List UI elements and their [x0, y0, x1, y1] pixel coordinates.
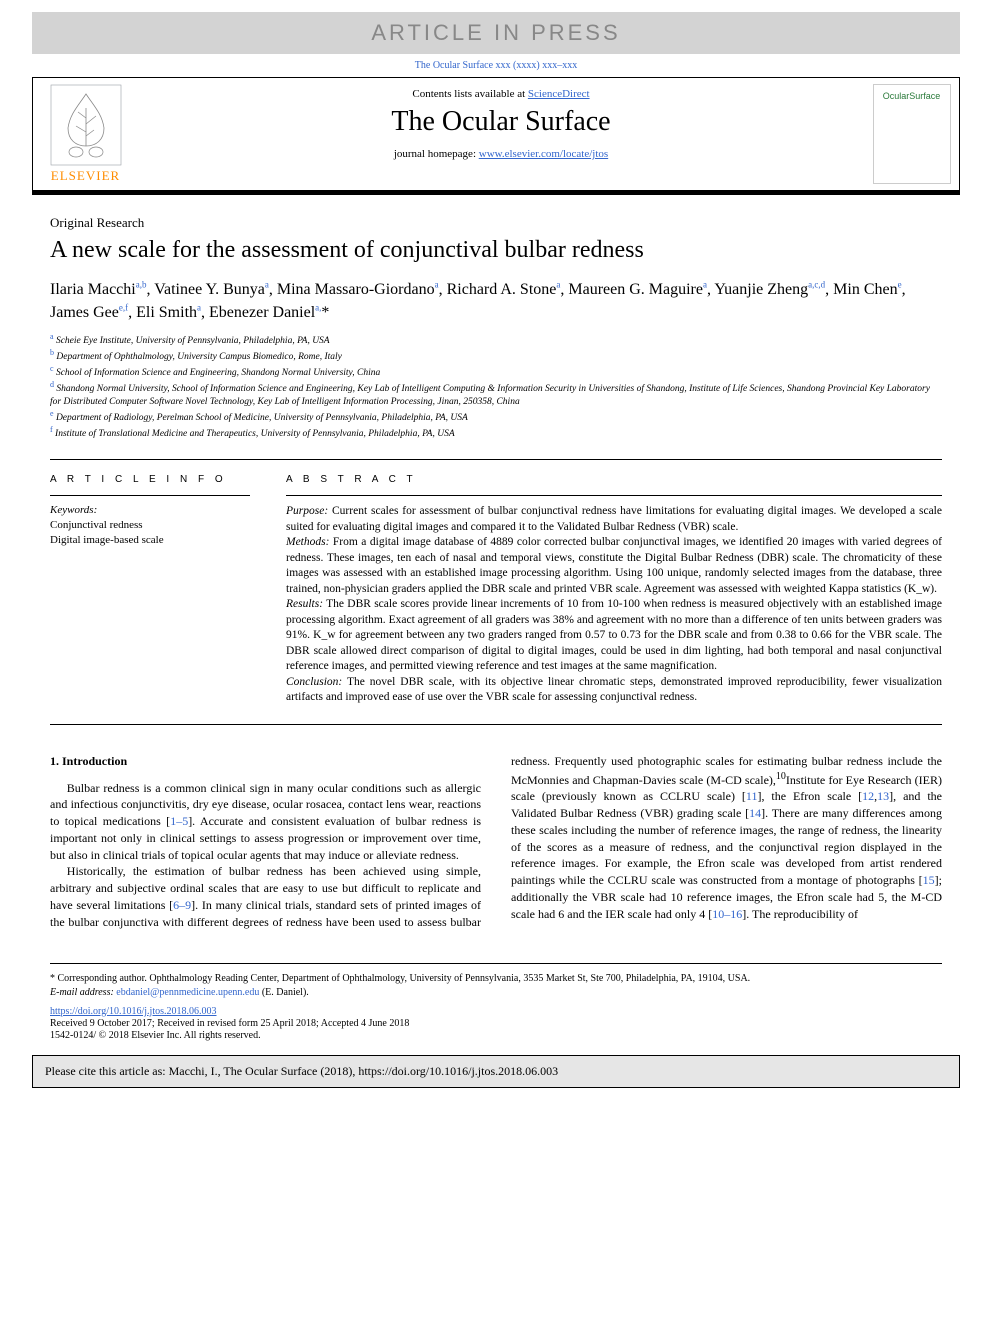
affiliation-item: b Department of Ophthalmology, Universit…	[50, 348, 942, 364]
reference-link[interactable]: 6–9	[173, 898, 191, 912]
doi-line: https://doi.org/10.1016/j.jtos.2018.06.0…	[50, 1006, 942, 1017]
email-label: E-mail address:	[50, 987, 116, 998]
reference-link[interactable]: 14	[749, 806, 761, 820]
email-address[interactable]: ebdaniel@pennmedicine.upenn.edu	[116, 987, 259, 998]
reference-sup: 10	[776, 771, 786, 782]
header-center: Contents lists available at ScienceDirec…	[138, 78, 864, 190]
abstract-divider	[286, 495, 942, 496]
abstract-results-label: Results:	[286, 598, 323, 610]
abstract-conclusion: The novel DBR scale, with its objective …	[286, 676, 942, 704]
contents-line: Contents lists available at ScienceDirec…	[138, 88, 864, 100]
journal-title: The Ocular Surface	[138, 106, 864, 138]
cover-label: OcularSurface	[883, 91, 941, 101]
affiliation-item: d Shandong Normal University, School of …	[50, 380, 942, 409]
reference-link[interactable]: 11	[746, 789, 758, 803]
elsevier-label: ELSEVIER	[51, 168, 120, 184]
abstract-purpose-label: Purpose:	[286, 505, 328, 517]
abstract-heading: A B S T R A C T	[286, 474, 942, 485]
intro-paragraph-1: Bulbar redness is a common clinical sign…	[50, 780, 481, 864]
reference-link[interactable]: 12	[862, 789, 874, 803]
article-type: Original Research	[50, 215, 942, 231]
divider	[50, 724, 942, 725]
copyright-line: 1542-0124/ © 2018 Elsevier Inc. All righ…	[50, 1030, 942, 1041]
introduction-heading: 1. Introduction	[50, 753, 481, 770]
email-line: E-mail address: ebdaniel@pennmedicine.up…	[50, 986, 942, 1000]
affiliation-item: f Institute of Translational Medicine an…	[50, 425, 942, 441]
keyword-item: Conjunctival redness	[50, 518, 250, 533]
intro-text: ]. The reproducibility of	[742, 907, 858, 921]
abstract-purpose: Current scales for assessment of bulbar …	[286, 505, 942, 533]
journal-header: ELSEVIER Contents lists available at Sci…	[32, 77, 960, 195]
affiliation-list: a Scheie Eye Institute, University of Pe…	[50, 332, 942, 441]
divider	[50, 459, 942, 460]
abstract-column: A B S T R A C T Purpose: Current scales …	[286, 474, 942, 706]
info-divider	[50, 495, 250, 496]
contents-prefix: Contents lists available at	[412, 88, 527, 100]
journal-homepage: journal homepage: www.elsevier.com/locat…	[138, 148, 864, 160]
doi-link[interactable]: https://doi.org/10.1016/j.jtos.2018.06.0…	[50, 1006, 217, 1017]
abstract-results: The DBR scale scores provide linear incr…	[286, 598, 942, 672]
keywords-list: Conjunctival rednessDigital image-based …	[50, 518, 250, 549]
footnotes: * Corresponding author. Ophthalmology Re…	[50, 963, 942, 1000]
affiliation-item: a Scheie Eye Institute, University of Pe…	[50, 332, 942, 348]
affiliation-item: c School of Information Science and Engi…	[50, 364, 942, 380]
abstract-body: Purpose: Current scales for assessment o…	[286, 504, 942, 706]
email-suffix: (E. Daniel).	[259, 987, 308, 998]
abstract-methods-label: Methods:	[286, 536, 329, 548]
journal-reference-top: The Ocular Surface xxx (xxxx) xxx–xxx	[0, 60, 992, 71]
reference-link[interactable]: 13	[877, 789, 889, 803]
affiliation-item: e Department of Radiology, Perelman Scho…	[50, 409, 942, 425]
article-info-column: A R T I C L E I N F O Keywords: Conjunct…	[50, 474, 250, 706]
reference-link[interactable]: 1–5	[170, 814, 188, 828]
homepage-prefix: journal homepage:	[394, 148, 479, 160]
homepage-link[interactable]: www.elsevier.com/locate/jtos	[479, 148, 608, 160]
info-abstract-row: A R T I C L E I N F O Keywords: Conjunct…	[50, 474, 942, 706]
article-content: Original Research A new scale for the as…	[50, 215, 942, 931]
keyword-item: Digital image-based scale	[50, 533, 250, 548]
keywords-label: Keywords:	[50, 504, 250, 516]
reference-link[interactable]: 10–16	[712, 907, 742, 921]
citation-box: Please cite this article as: Macchi, I.,…	[32, 1055, 960, 1088]
elsevier-logo: ELSEVIER	[33, 78, 138, 190]
article-in-press-banner: ARTICLE IN PRESS	[32, 12, 960, 54]
elsevier-tree-icon	[50, 84, 122, 166]
corresponding-author: * Corresponding author. Ophthalmology Re…	[50, 972, 942, 986]
sciencedirect-link[interactable]: ScienceDirect	[528, 88, 590, 100]
abstract-methods: From a digital image database of 4889 co…	[286, 536, 942, 595]
article-info-heading: A R T I C L E I N F O	[50, 474, 250, 485]
journal-cover-thumbnail: OcularSurface	[864, 78, 959, 190]
article-dates: Received 9 October 2017; Received in rev…	[50, 1018, 942, 1029]
article-title: A new scale for the assessment of conjun…	[50, 237, 942, 264]
reference-link[interactable]: 15	[923, 873, 935, 887]
author-list: Ilaria Macchia,b, Vatinee Y. Bunyaa, Min…	[50, 278, 942, 324]
abstract-conclusion-label: Conclusion:	[286, 676, 342, 688]
intro-text: ], the Efron scale [	[757, 789, 862, 803]
body-columns: 1. Introduction Bulbar redness is a comm…	[50, 753, 942, 931]
